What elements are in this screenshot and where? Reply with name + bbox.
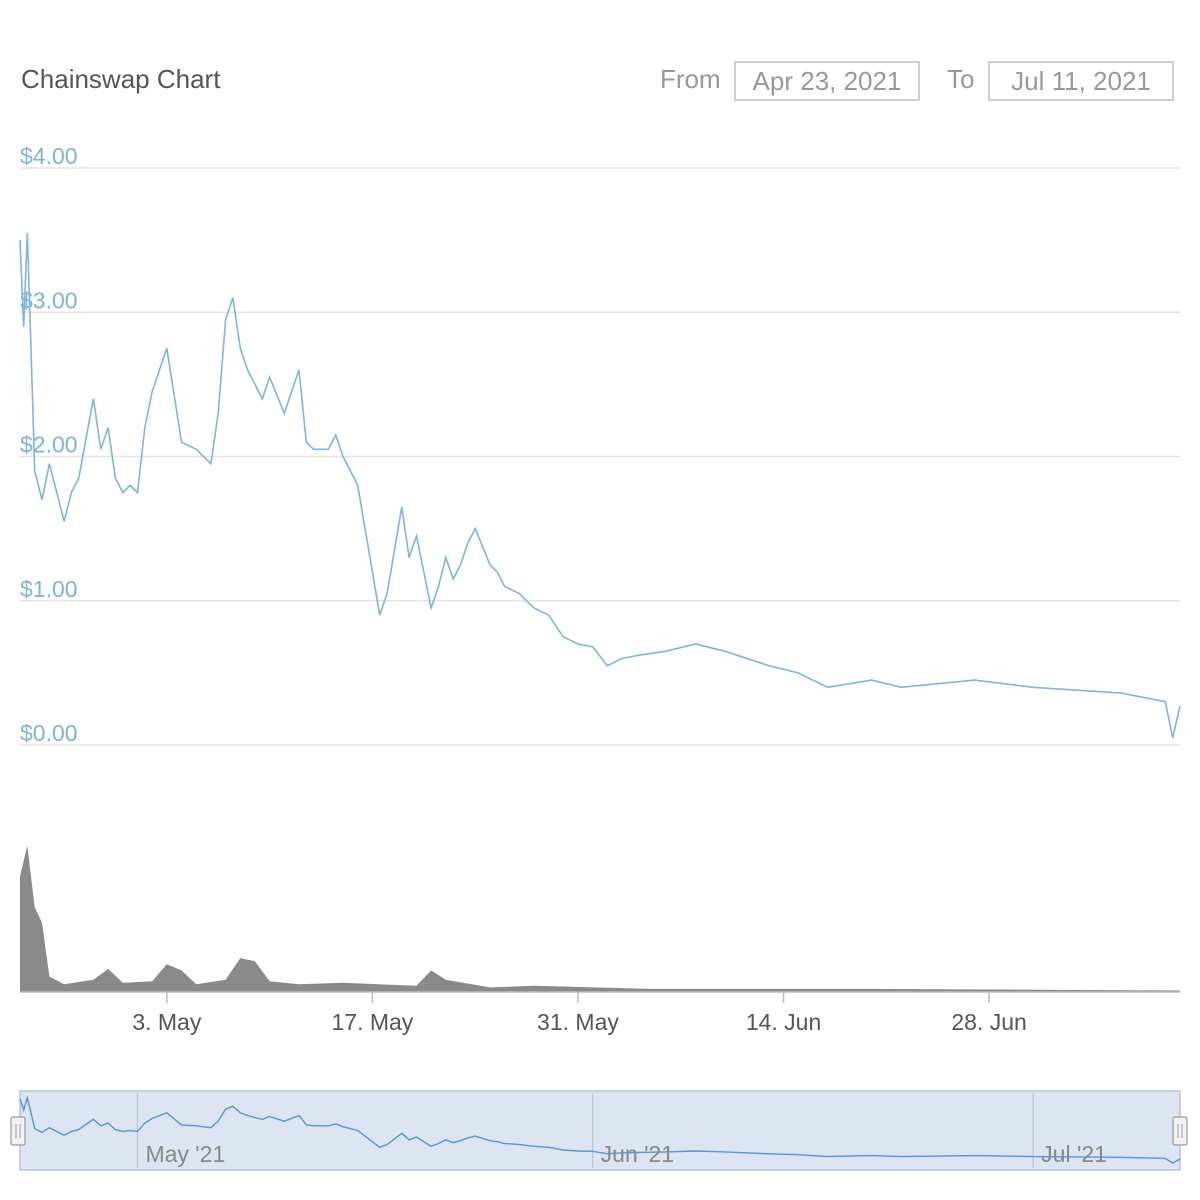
from-date-input[interactable]: Apr 23, 2021 [734,61,920,101]
x-tick-label: 31. May [537,1009,619,1035]
y-tick-label: $0.00 [20,720,78,746]
navigator-right-handle[interactable] [1172,1116,1188,1146]
navigator-label: May '21 [145,1141,225,1167]
navigator[interactable]: May '21 Jun '21 Jul '21 [10,1090,1188,1171]
to-date-input[interactable]: Jul 11, 2021 [988,61,1174,101]
x-tick-label: 3. May [132,1009,202,1035]
grid-lines [20,167,1180,746]
navigator-left-handle[interactable] [10,1116,26,1146]
navigator-labels: May '21 Jun '21 Jul '21 [145,1141,1106,1167]
volume-series-area [20,845,1180,992]
price-series-line [19,232,1181,738]
y-tick-label: $1.00 [20,576,78,602]
chart-title: Chainswap Chart [21,64,221,94]
x-tick-label: 14. Jun [746,1009,821,1035]
x-axis-labels: 3. May 17. May 31. May 14. Jun 28. Jun [132,992,1027,1035]
y-tick-label: $2.00 [20,432,78,458]
navigator-series-line [19,1095,1181,1164]
y-axis-labels: $0.00$1.00$2.00$3.00$4.00 [20,143,78,746]
x-tick-label: 17. May [331,1009,413,1035]
x-tick-label: 28. Jun [951,1009,1026,1035]
y-tick-label: $4.00 [20,143,78,169]
navigator-label: Jun '21 [601,1141,674,1167]
from-label: From [660,64,721,94]
navigator-label: Jul '21 [1041,1141,1107,1167]
to-label: To [947,64,975,94]
